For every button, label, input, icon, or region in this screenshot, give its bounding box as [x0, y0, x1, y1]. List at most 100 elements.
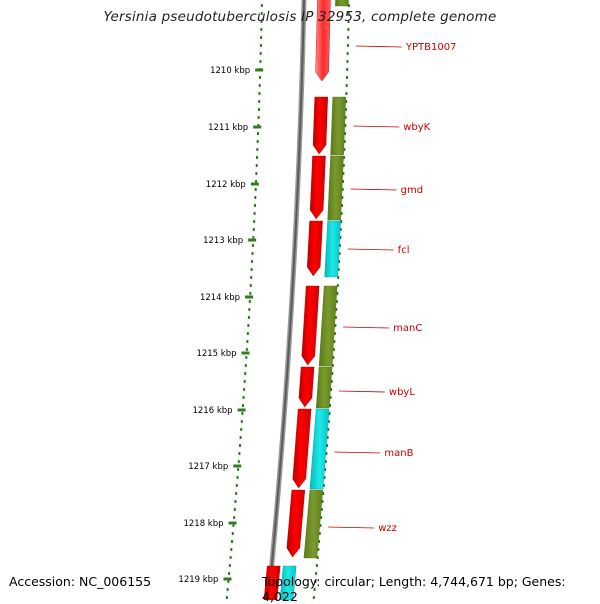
tick-dot [340, 204, 343, 207]
tick-dot [252, 236, 255, 239]
label-line-wbyL [338, 390, 385, 393]
tick-dot [327, 420, 330, 423]
scale-tick [255, 68, 264, 72]
tick-dot [233, 516, 236, 519]
tick-dot [254, 188, 257, 191]
tick-dot [343, 156, 346, 159]
gene-label-manC: manC [393, 323, 422, 334]
tick-dot [347, 4, 350, 7]
tick-dot [346, 60, 349, 63]
tick-dot [255, 172, 258, 175]
tick-dot [345, 92, 348, 95]
tick-dot [346, 44, 349, 47]
tick-dot [250, 268, 253, 271]
function-block-YPTB1007 [335, 0, 349, 7]
label-line-wzz [328, 526, 375, 529]
tick-dot [240, 420, 243, 423]
tick-dot [250, 276, 253, 279]
tick-dot [237, 460, 240, 463]
tick-dot [329, 396, 332, 399]
tick-dot [260, 4, 263, 7]
tick-layer [223, 4, 350, 599]
tick-dot [313, 588, 316, 591]
scale-tick [250, 182, 259, 186]
tick-dot [324, 468, 327, 471]
tick-dot [251, 252, 254, 255]
tick-dot [246, 340, 249, 343]
tick-dot [341, 188, 344, 191]
tick-dot [342, 180, 345, 183]
tick-dot [232, 524, 235, 527]
scale-label: 1217 kbp [188, 462, 228, 472]
tick-dot [257, 116, 260, 119]
tick-dot [316, 556, 319, 559]
tick-dot [314, 580, 317, 583]
tick-dot [331, 372, 334, 375]
tick-dot [236, 476, 239, 479]
tick-dot [324, 460, 327, 463]
tick-dot [228, 572, 231, 575]
tick-dot [338, 252, 341, 255]
cds-arrow-YPTB1007 [315, 0, 331, 82]
gene-label-YPTB1007: YPTB1007 [405, 42, 457, 53]
function-block-gmd [327, 155, 344, 221]
tick-dot [320, 516, 323, 519]
function-block-fcl [324, 220, 341, 278]
tick-dot [258, 76, 261, 79]
tick-dot [240, 428, 243, 431]
tick-dot [239, 444, 242, 447]
label-line-manB [334, 451, 381, 454]
function-block-partial [279, 565, 297, 600]
label-layer: 1210 kbp 1211 kbp 1212 kbp 1213 kbp 1214 kbp… [178, 42, 456, 585]
tick-dot [331, 364, 334, 367]
backbone-inner [267, 0, 305, 600]
tick-dot [255, 180, 258, 183]
tick-dot [253, 204, 256, 207]
tick-dot [342, 164, 345, 167]
tick-dot [315, 572, 318, 575]
scale-tick [228, 521, 237, 525]
tick-dot [260, 28, 263, 31]
tick-dot [326, 444, 329, 447]
tick-dot [258, 100, 261, 103]
gene-label-gmd: gmd [401, 185, 423, 196]
function-block-wbyK [330, 96, 346, 156]
tick-dot [226, 588, 229, 591]
tick-dot [347, 12, 350, 15]
tick-dot [245, 356, 248, 359]
tick-dot [325, 452, 328, 455]
scale-tick [241, 351, 250, 355]
gene-label-fcl: fcl [398, 245, 410, 256]
tick-dot [338, 260, 341, 263]
function-block-manB [309, 408, 330, 490]
scale-label: 1213 kbp [203, 236, 243, 246]
tick-dot [334, 324, 337, 327]
label-line-manC [343, 326, 390, 329]
tick-dot [344, 116, 347, 119]
cds-arrow-partial [263, 565, 281, 600]
tick-dot [249, 292, 252, 295]
scale-label: 1214 kbp [200, 293, 240, 303]
cds-arrow-wbyL [298, 366, 315, 408]
tick-dot [234, 500, 237, 503]
tick-dot [257, 108, 260, 111]
tick-dot [333, 340, 336, 343]
tick-dot [246, 332, 249, 335]
scale-label: 1211 kbp [208, 123, 248, 133]
tick-dot [253, 212, 256, 215]
tick-dot [225, 596, 228, 599]
scale-label: 1210 kbp [210, 66, 250, 76]
tick-dot [235, 484, 238, 487]
scale-label: 1216 kbp [192, 406, 232, 416]
tick-dot [238, 452, 241, 455]
cds-arrow-fcl [307, 220, 323, 277]
label-line-fcl [347, 248, 394, 251]
tick-dot [249, 284, 252, 287]
scale-label: 1212 kbp [206, 180, 246, 190]
tick-dot [258, 92, 261, 95]
cds-arrow-gmd [309, 155, 326, 220]
feature-layer [263, 0, 349, 600]
scale-label: 1215 kbp [196, 349, 236, 359]
tick-dot [259, 44, 262, 47]
